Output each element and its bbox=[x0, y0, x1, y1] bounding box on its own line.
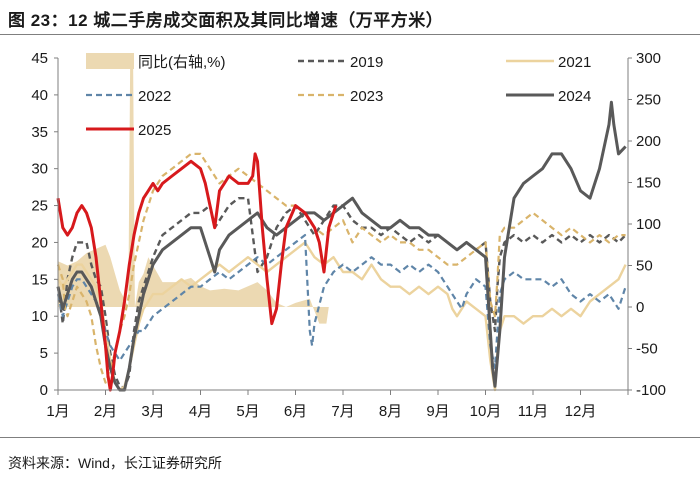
legend-item-2024: 2024 bbox=[506, 88, 591, 105]
x-tick-label: 8月 bbox=[379, 403, 402, 420]
line-chart: 051015202530354045-100-50050100150200250… bbox=[31, 50, 666, 420]
x-tick-label: 4月 bbox=[189, 403, 212, 420]
y-right-tick-label: 50 bbox=[636, 258, 653, 275]
y-left-tick-label: 40 bbox=[31, 87, 48, 104]
y-right-tick-label: 0 bbox=[636, 299, 644, 316]
y-left-tick-label: 30 bbox=[31, 161, 48, 178]
legend-item-2019: 2019 bbox=[298, 54, 383, 71]
series-line-2025 bbox=[56, 152, 338, 392]
tick-labels-layer: 051015202530354045-100-50050100150200250… bbox=[31, 50, 666, 420]
x-tick-label: 1月 bbox=[46, 403, 69, 420]
axes-layer bbox=[54, 57, 632, 395]
legend-item-2021: 2021 bbox=[506, 54, 591, 71]
series-line-2019 bbox=[56, 197, 627, 389]
series-line-layer bbox=[56, 100, 627, 392]
legend-item-2022: 2022 bbox=[86, 88, 171, 105]
legend-label: 2021 bbox=[558, 54, 591, 71]
x-tick-label: 5月 bbox=[236, 403, 259, 420]
series-line-2023 bbox=[56, 152, 626, 384]
y-left-tick-label: 20 bbox=[31, 234, 48, 251]
x-tick-label: 9月 bbox=[426, 403, 449, 420]
source-note: 资料来源：Wind，长江证券研究所 bbox=[8, 455, 222, 471]
x-tick-label: 12月 bbox=[565, 403, 597, 420]
x-tick-label: 3月 bbox=[141, 403, 164, 420]
bottom-rule bbox=[0, 437, 700, 438]
legend-swatch bbox=[86, 53, 134, 69]
y-right-tick-label: -100 bbox=[636, 382, 666, 399]
y-right-tick-label: 200 bbox=[636, 133, 661, 150]
y-left-tick-label: 5 bbox=[40, 345, 48, 362]
series-line-2022 bbox=[56, 234, 627, 369]
y-right-tick-label: 150 bbox=[636, 175, 661, 192]
y-right-tick-label: -50 bbox=[636, 341, 658, 358]
legend-item-2023: 2023 bbox=[298, 88, 383, 105]
x-tick-label: 7月 bbox=[331, 403, 354, 420]
x-tick-label: 10月 bbox=[470, 403, 502, 420]
legend: 同比(右轴,%) 2019 2021 2022 2023 2024 2025 bbox=[86, 53, 591, 139]
y-right-tick-label: 300 bbox=[636, 50, 661, 67]
x-tick-label: 6月 bbox=[284, 403, 307, 420]
x-tick-label: 2月 bbox=[94, 403, 117, 420]
legend-label: 同比(右轴,%) bbox=[138, 54, 226, 71]
y-left-tick-label: 35 bbox=[31, 124, 48, 141]
y-left-tick-label: 45 bbox=[31, 50, 48, 67]
y-right-tick-label: 250 bbox=[636, 92, 661, 109]
figure-title: 图 23：12 城二手房成交面积及其同比增速（万平方米） bbox=[8, 11, 444, 30]
x-tick-label: 11月 bbox=[518, 403, 549, 420]
legend-label: 2022 bbox=[138, 88, 171, 105]
y-left-tick-label: 25 bbox=[31, 198, 48, 215]
legend-label: 2023 bbox=[350, 88, 383, 105]
y-right-tick-label: 100 bbox=[636, 216, 661, 233]
y-left-tick-label: 15 bbox=[31, 271, 48, 288]
legend-item-yoy: 同比(右轴,%) bbox=[86, 53, 226, 71]
y-left-tick-label: 0 bbox=[40, 382, 48, 399]
series-area-yoy bbox=[58, 58, 336, 324]
legend-label: 2024 bbox=[558, 88, 591, 105]
legend-label: 2025 bbox=[138, 122, 171, 139]
yoy-area-layer bbox=[58, 58, 336, 324]
top-rule bbox=[0, 34, 700, 35]
series-line-2024 bbox=[56, 100, 627, 392]
legend-item-2025: 2025 bbox=[86, 122, 171, 139]
y-left-tick-label: 10 bbox=[31, 308, 48, 325]
legend-label: 2019 bbox=[350, 54, 383, 71]
